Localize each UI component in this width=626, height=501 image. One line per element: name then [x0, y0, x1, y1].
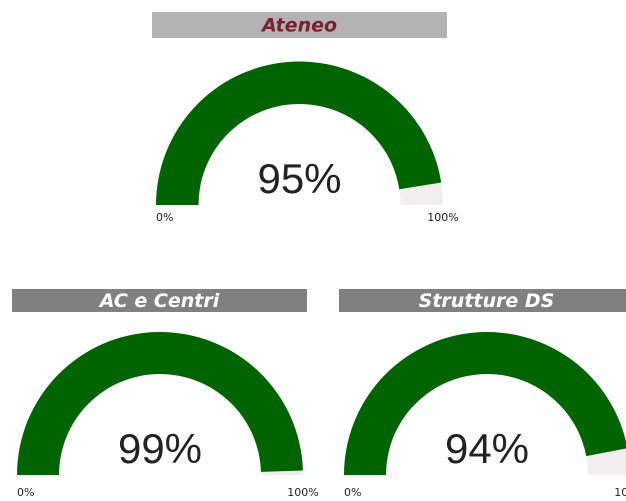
gauge-range-label: 0% — [17, 486, 34, 499]
gauge-fill — [17, 331, 303, 475]
title-banner — [152, 12, 447, 38]
gauge-range-label: 100% — [614, 486, 626, 499]
gauge-fill — [156, 61, 442, 205]
gauge-title: Ateneo — [260, 15, 337, 37]
gauge-value-label: 99% — [118, 425, 202, 472]
gauge-value-label: 94% — [445, 425, 529, 472]
gauge-range-label: 100% — [287, 486, 318, 499]
gauge-fill — [344, 331, 626, 475]
title-banner — [339, 289, 626, 312]
title-banner — [12, 289, 307, 312]
gauge-range-label: 0% — [156, 211, 173, 224]
gauge-title: Strutture DS — [419, 290, 555, 312]
gauge-range-label: 0% — [344, 486, 361, 499]
gauge-title: AC e Centri — [98, 290, 220, 312]
gauge-range-label: 100% — [427, 211, 458, 224]
gauge-value-label: 95% — [257, 155, 341, 202]
